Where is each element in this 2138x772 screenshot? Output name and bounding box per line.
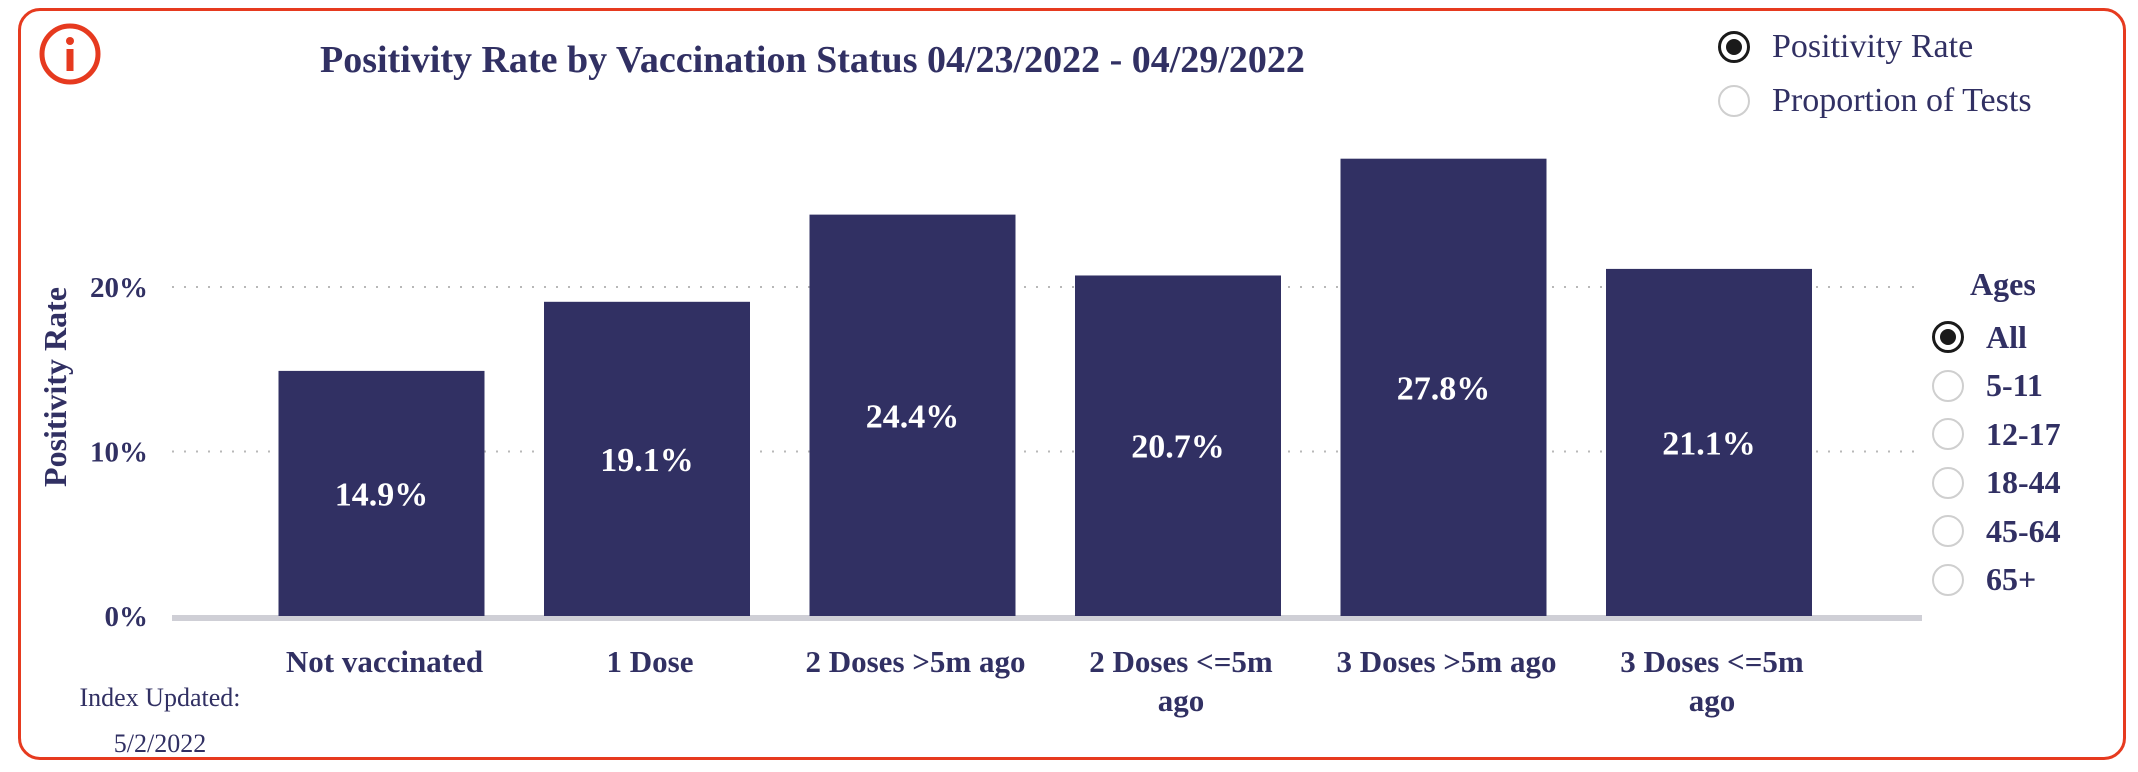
info-icon[interactable]: [38, 22, 102, 86]
bar-value-label: 20.7%: [1131, 429, 1225, 466]
metric-option-positivity-rate[interactable]: Positivity Rate: [1718, 20, 2032, 74]
age-option-label: 65+: [1986, 561, 2037, 598]
bar: [1606, 268, 1812, 616]
metric-option-label: Proportion of Tests: [1772, 82, 2032, 119]
index-updated-label: Index Updated:: [79, 683, 241, 712]
age-option-all[interactable]: All: [1932, 313, 2061, 362]
chart-title: Positivity Rate by Vaccination Status 04…: [320, 39, 1305, 81]
x-category-label: ago: [1158, 683, 1205, 718]
radio-unselected-icon: [1718, 85, 1750, 117]
metric-toggle: Positivity Rate Proportion of Tests: [1718, 20, 2032, 128]
radio-unselected-icon: [1932, 418, 1964, 451]
radio-selected-icon: [1718, 31, 1750, 63]
x-category-label: 1 Dose: [607, 644, 694, 679]
bar-value-label: 27.8%: [1397, 370, 1491, 407]
x-category-label: 2 Doses >5m ago: [805, 644, 1025, 679]
age-option-18-44[interactable]: 18-44: [1932, 459, 2061, 508]
y-tick-label: 0%: [105, 601, 149, 633]
x-category-label: ago: [1689, 683, 1736, 718]
age-option-label: All: [1986, 318, 2027, 355]
bar: [1340, 158, 1547, 616]
y-axis-label: Positivity Rate: [37, 287, 73, 487]
bar-value-label: 19.1%: [600, 442, 694, 479]
y-tick-label: 20%: [90, 272, 148, 304]
age-option-label: 18-44: [1986, 464, 2061, 501]
radio-unselected-icon: [1932, 563, 1964, 596]
index-updated: Index Updated: 5/2/2022: [70, 675, 250, 767]
metric-option-label: Positivity Rate: [1772, 28, 1974, 65]
x-category-label: 3 Doses >5m ago: [1336, 644, 1556, 679]
x-category-label: Not vaccinated: [286, 644, 483, 679]
age-option-65-plus[interactable]: 65+: [1932, 556, 2061, 605]
radio-unselected-icon: [1932, 515, 1964, 548]
x-category-label: 2 Doses <=5m: [1089, 644, 1273, 679]
radio-unselected-icon: [1932, 369, 1964, 402]
bar-value-label: 21.1%: [1662, 425, 1756, 462]
age-option-label: 12-17: [1986, 415, 2061, 452]
radio-unselected-icon: [1932, 466, 1964, 499]
x-category-label: 3 Doses <=5m: [1620, 644, 1804, 679]
bar-value-label: 14.9%: [335, 476, 429, 513]
bar-value-label: 24.4%: [866, 398, 960, 435]
bar: [809, 214, 1016, 616]
age-option-label: 45-64: [1986, 512, 2061, 549]
ages-filter: Ages All 5-11 12-17 18-44 45-64 65+: [1932, 266, 2061, 604]
y-tick-label: 10%: [90, 437, 148, 469]
bar: [278, 370, 485, 616]
age-option-45-64[interactable]: 45-64: [1932, 507, 2061, 556]
age-option-5-11[interactable]: 5-11: [1932, 362, 2061, 411]
age-option-12-17[interactable]: 12-17: [1932, 410, 2061, 459]
bar: [544, 301, 750, 616]
ages-title: Ages: [1970, 266, 2036, 302]
chart-frame: [18, 8, 2126, 760]
age-option-label: 5-11: [1986, 367, 2043, 404]
index-updated-date: 5/2/2022: [113, 729, 207, 758]
radio-selected-icon: [1932, 321, 1964, 354]
bar: [1075, 275, 1281, 616]
metric-option-proportion-of-tests[interactable]: Proportion of Tests: [1718, 74, 2032, 128]
